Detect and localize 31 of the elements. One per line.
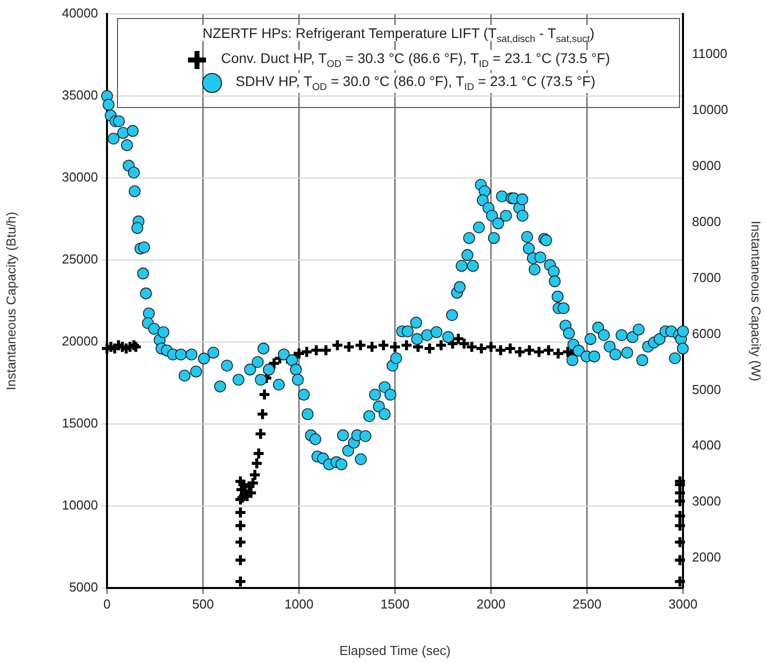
x-tick-label: 0 xyxy=(103,596,111,612)
y2-tick-label: 3000 xyxy=(692,494,721,509)
legend-label: Conv. Duct HP, T$_{OD}$ = 30.3 °C (86.6 °F), T$_{ID}$ = 23.1 °C (73.5 °F) xyxy=(218,50,612,70)
y2-tick-label: 9000 xyxy=(692,158,721,173)
y-tick-label: 15000 xyxy=(62,416,98,431)
y-tick-label: 5000 xyxy=(69,580,98,595)
y2-tick-label: 11000 xyxy=(692,46,728,62)
legend-title: NZERTF HPs: Refrigerant Temperature LIFT (T$_{sat,disch}$ - T$_{sat,suct}$) xyxy=(202,25,596,45)
x-tick-label: 2500 xyxy=(572,596,602,612)
x-tick-label: 2000 xyxy=(476,596,506,612)
y2-tick-label: 8000 xyxy=(692,214,721,229)
x-tick-label: 500 xyxy=(192,596,214,612)
y2-tick-label: 10000 xyxy=(692,102,728,117)
x-axis-title: Elapsed Time (sec) xyxy=(339,642,451,658)
x-tick-label: 1500 xyxy=(380,596,410,612)
y-axis-title: Instantaneous Capacity (Btu/h) xyxy=(3,212,18,390)
y-tick-label: 30000 xyxy=(62,170,98,185)
y-tick-label: 20000 xyxy=(62,334,98,349)
x-tick-label: 3000 xyxy=(668,596,698,612)
y2-tick-label: 6000 xyxy=(692,326,721,341)
x-tick-label: 1000 xyxy=(284,596,314,612)
y-tick-label: 35000 xyxy=(62,88,98,103)
y2-tick-label: 4000 xyxy=(692,438,721,453)
legend-label: SDHV HP, T$_{OD}$ = 30.0 °C (86.0 °F), T$_{ID}$ = 23.1 °C (73.5 °F) xyxy=(234,73,598,94)
y-tick-label: 10000 xyxy=(62,498,98,513)
y2-tick-label: 2000 xyxy=(692,550,721,565)
y-tick-label: 40000 xyxy=(62,6,98,21)
y2-axis-title: Instantaneous Capacity (W) xyxy=(748,220,764,382)
y-tick-label: 25000 xyxy=(62,252,98,267)
y2-tick-label: 5000 xyxy=(692,382,721,397)
y2-tick-label: 7000 xyxy=(692,270,721,285)
